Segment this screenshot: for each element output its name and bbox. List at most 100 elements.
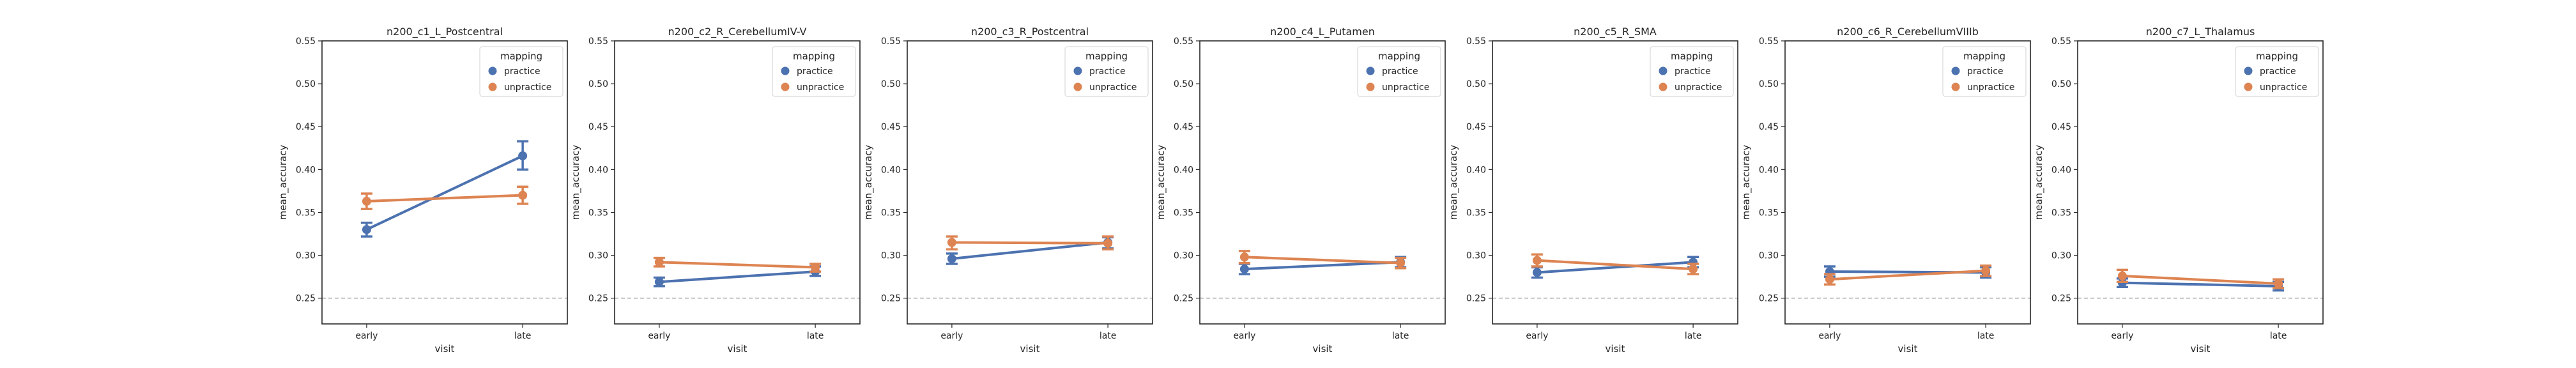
y-tick-label: 0.45 <box>296 122 316 132</box>
plot-frame <box>1784 40 2031 325</box>
series-unpractice <box>1238 250 1407 270</box>
x-axis-label: visit <box>1898 343 1918 355</box>
series-line-unpractice <box>951 241 1108 245</box>
y-tick-label: 0.55 <box>1466 36 1486 47</box>
y-tick-label: 0.30 <box>1466 251 1486 261</box>
y-tick-label: 0.45 <box>881 122 901 132</box>
y-axis-label: mean_accuracy <box>862 145 875 220</box>
data-point <box>947 238 956 247</box>
y-axis-label: mean_accuracy <box>570 145 582 220</box>
legend: mapping practice unpractice <box>1064 46 1149 97</box>
data-point <box>362 197 371 206</box>
y-tick-label: 0.55 <box>881 36 901 47</box>
legend-label-unpractice: unpractice <box>1967 82 2014 93</box>
y-tick-label: 0.25 <box>296 294 316 304</box>
x-tick-label: late <box>1977 331 1995 341</box>
legend-box <box>1942 46 2027 97</box>
data-point <box>1239 252 1249 262</box>
legend-marker-unpractice <box>488 82 497 91</box>
legend-label-practice: practice <box>1089 66 1126 77</box>
legend-box <box>1064 46 1149 97</box>
y-tick-label: 0.55 <box>1174 36 1193 47</box>
series-line-practice <box>1244 261 1401 271</box>
series-line-unpractice <box>659 261 816 269</box>
y-tick-label: 0.45 <box>1466 122 1486 132</box>
y-tick-label: 0.50 <box>588 79 608 89</box>
legend-box <box>772 46 856 97</box>
data-point <box>518 190 528 200</box>
legend-marker-practice <box>781 66 790 75</box>
legend-title: mapping <box>1671 50 1713 62</box>
legend-marker-unpractice <box>1659 82 1667 91</box>
legend-label-practice: practice <box>1675 66 1711 77</box>
series-line-practice <box>1537 261 1694 274</box>
y-tick-label: 0.50 <box>1466 79 1486 89</box>
legend-marker-practice <box>2244 66 2253 75</box>
y-tick-label: 0.30 <box>2051 251 2071 261</box>
x-axis-label: visit <box>1020 343 1040 355</box>
y-tick-label: 0.40 <box>1174 165 1193 175</box>
legend-label-unpractice: unpractice <box>797 82 844 93</box>
series-unpractice <box>360 185 529 210</box>
legend-box <box>1650 46 1734 97</box>
y-tick-label: 0.45 <box>1174 122 1193 132</box>
x-axis-label: visit <box>728 343 747 355</box>
legend-title: mapping <box>1378 50 1420 62</box>
x-tick-label: late <box>514 331 532 341</box>
legend-marker-practice <box>1659 66 1667 75</box>
legend-label-practice: practice <box>797 66 833 77</box>
y-tick-label: 0.40 <box>881 165 901 175</box>
legend-box <box>479 46 564 97</box>
y-axis-label: mean_accuracy <box>1155 145 1167 220</box>
y-tick-label: 0.25 <box>1759 294 1779 304</box>
data-point <box>1532 256 1542 265</box>
chart-title: n200_c3_R_Postcentral <box>971 26 1089 38</box>
data-point <box>1532 268 1542 277</box>
y-tick-label: 0.40 <box>588 165 608 175</box>
data-point <box>1396 258 1406 268</box>
chart-title: n200_c2_R_CerebellumIV-V <box>668 26 807 38</box>
y-tick-label: 0.35 <box>881 208 901 218</box>
chart-title: n200_c7_L_Thalamus <box>2146 26 2255 38</box>
y-tick-label: 0.30 <box>1174 251 1193 261</box>
plot-frame <box>1492 40 1738 325</box>
y-axis-label: mean_accuracy <box>1740 145 1752 220</box>
y-tick-label: 0.25 <box>1174 294 1193 304</box>
legend-marker-practice <box>1366 66 1375 75</box>
x-axis-label: visit <box>1313 343 1333 355</box>
y-tick-label: 0.35 <box>1759 208 1779 218</box>
series-practice <box>360 140 529 238</box>
legend-marker-unpractice <box>2244 82 2253 91</box>
data-point <box>1981 266 1991 275</box>
data-point <box>518 151 528 160</box>
series-practice <box>653 265 822 288</box>
x-tick-label: late <box>1100 331 1117 341</box>
series-unpractice <box>946 235 1114 250</box>
y-tick-label: 0.35 <box>1466 208 1486 218</box>
legend: mapping practice unpractice <box>1357 46 1441 97</box>
series-line-practice <box>366 155 523 231</box>
series-unpractice <box>653 256 822 273</box>
series-line-unpractice <box>1244 256 1401 264</box>
legend-marker-unpractice <box>1073 82 1082 91</box>
series-line-unpractice <box>366 194 523 203</box>
series-unpractice <box>2116 268 2285 289</box>
x-tick-label: early <box>2111 331 2133 341</box>
y-tick-label: 0.55 <box>296 36 316 47</box>
legend-title: mapping <box>2256 50 2298 62</box>
chart-panel-2: 0.25 0.30 0.35 0.40 0.45 0.50 0.55 early late n20… <box>570 26 861 355</box>
y-tick-label: 0.25 <box>881 294 901 304</box>
data-point <box>654 277 664 287</box>
y-tick-label: 0.50 <box>881 79 901 89</box>
chart-panel-5: 0.25 0.30 0.35 0.40 0.45 0.50 0.55 early late n20… <box>1448 26 1738 355</box>
legend-marker-practice <box>1951 66 1960 75</box>
legend-marker-practice <box>1073 66 1082 75</box>
chart-panel-7: 0.25 0.30 0.35 0.40 0.45 0.50 0.55 early late n20… <box>2033 26 2324 355</box>
y-tick-label: 0.50 <box>2051 79 2071 89</box>
data-point <box>1239 264 1249 274</box>
legend-label-unpractice: unpractice <box>1675 82 1722 93</box>
plot-frame <box>614 40 861 325</box>
series-line-unpractice <box>2122 274 2279 285</box>
chart-panel-1: 0.25 0.30 0.35 0.40 0.45 0.50 0.55 early late n20… <box>277 26 568 355</box>
